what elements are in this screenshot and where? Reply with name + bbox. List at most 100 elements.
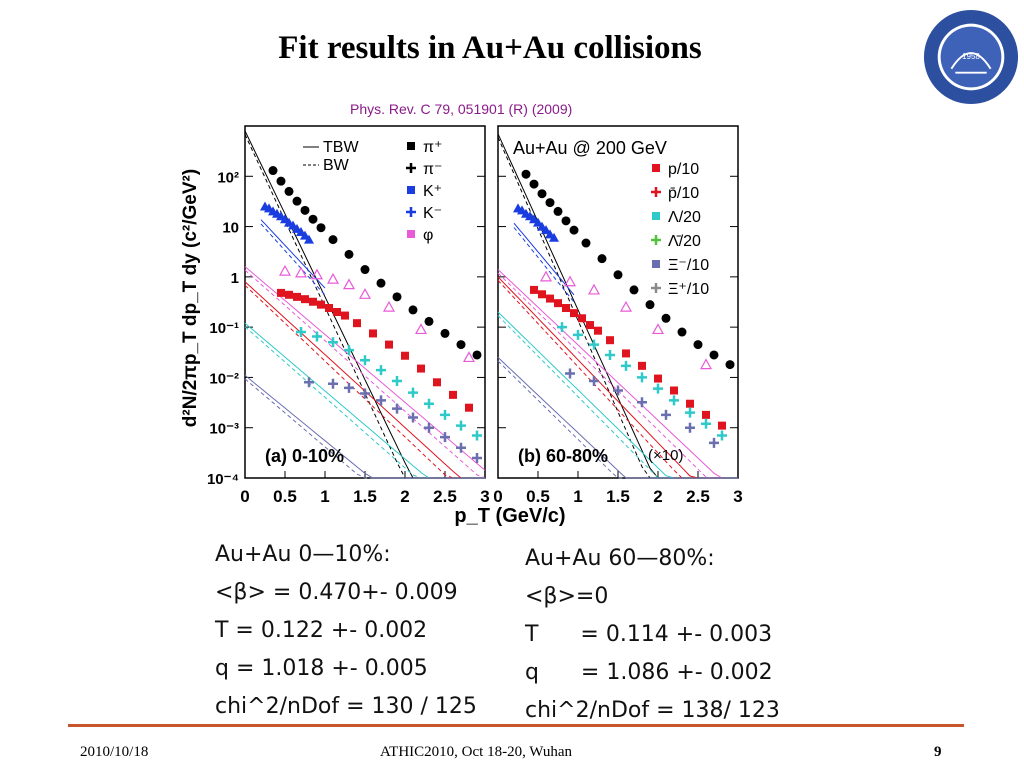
fit-curve-dashed [497, 280, 738, 479]
fit-curve-dashed [497, 360, 738, 479]
data-point-pi [537, 189, 547, 199]
data-point-p [538, 290, 546, 299]
data-point-pi [709, 350, 719, 360]
data-point-p [353, 319, 361, 328]
panel-frame [497, 125, 739, 479]
x-tick-label: 2.5 [433, 487, 457, 506]
legend-marker [652, 212, 660, 220]
legend-label: BW [323, 157, 350, 174]
panel-label: (b) 60-80% [518, 446, 608, 466]
data-point-lambda [653, 383, 663, 394]
fit-curve-dashed [244, 284, 485, 479]
data-point-lambda [296, 327, 306, 338]
data-point-p [702, 410, 710, 419]
data-point-pi [613, 270, 623, 280]
data-point-pi [629, 285, 639, 295]
data-point-lambda [424, 398, 434, 409]
data-point-xi [392, 403, 402, 414]
central-heading: Au+Au 0—10%: [215, 542, 391, 567]
x-tick-label: 3 [480, 487, 489, 506]
y-tick-label: 10² [217, 169, 239, 186]
data-point-p [325, 304, 333, 313]
data-point-p [293, 292, 301, 301]
data-point-p [670, 386, 678, 395]
x-tick-label: 3 [733, 487, 742, 506]
legend-marker [652, 260, 660, 268]
svg-text:d²N/2πp_T dp_T dy (c²/GeV²): d²N/2πp_T dp_T dy (c²/GeV²) [180, 169, 201, 427]
data-point-pi [561, 216, 571, 226]
data-point-p [449, 390, 457, 399]
fit-curve-dashed [244, 134, 485, 479]
fit-curve-dashed [244, 378, 485, 479]
data-point-p [570, 309, 578, 318]
y-tick-label: 10⁻² [209, 370, 239, 387]
data-point-pi [408, 305, 418, 315]
x-axis-label: p_T (GeV/c) [454, 505, 565, 527]
fit-curve-dashed [244, 269, 486, 479]
data-point-xi [440, 432, 450, 443]
data-point-p [562, 304, 570, 313]
data-point-phi [294, 266, 308, 278]
peripheral-temperature: T = 0.114 +- 0.003 [525, 622, 773, 647]
fit-curve-solid [260, 219, 326, 289]
data-point-p [606, 336, 614, 345]
legend-marker [407, 186, 415, 194]
x-tick-label: 0.5 [273, 487, 297, 506]
data-point-K [304, 234, 314, 244]
results-peripheral: Au+Au 60—80%: <β>=0 T = 0.114 +- 0.003 q… [525, 540, 780, 730]
peripheral-q: q = 1.086 +- 0.002 [525, 660, 773, 685]
data-point-p [638, 361, 646, 370]
x-tick-label: 2 [400, 487, 409, 506]
data-point-lambda [685, 407, 695, 418]
data-point-pi [344, 249, 354, 259]
x-tick-label: 0 [240, 487, 249, 506]
legend-marker [407, 230, 415, 238]
data-point-p [433, 378, 441, 387]
data-point-pi [300, 205, 310, 215]
data-point-phi [414, 323, 428, 335]
data-point-pi [284, 186, 294, 196]
data-point-p [277, 288, 285, 297]
data-point-pi [456, 340, 466, 350]
x-tick-label: 0.5 [526, 487, 550, 506]
data-point-xi [565, 368, 575, 379]
data-point-xi [376, 395, 386, 406]
data-point-xi [328, 378, 338, 389]
data-point-p [385, 340, 393, 349]
legend-marker [651, 283, 661, 293]
slide-title: Fit results in Au+Au collisions [278, 30, 702, 66]
data-point-pi [553, 206, 563, 216]
data-point-lambda [557, 322, 567, 333]
data-point-K [541, 225, 551, 235]
data-point-phi [651, 323, 665, 335]
legend-marker [406, 207, 416, 217]
data-point-p [718, 421, 726, 430]
reference-citation: Phys. Rev. C 79, 051901 (R) (2009) [350, 101, 573, 117]
data-point-p [401, 351, 409, 360]
data-point-p [285, 290, 293, 299]
legend-marker [651, 235, 661, 245]
panel-b: 0 0.5 1 1.5 2 2.5 3 (b) 60-80% (×10) Au+Au @ 200 … [493, 125, 743, 506]
panel-scale-note: (×10) [648, 447, 683, 464]
x-tick-label: 1.5 [606, 487, 630, 506]
y-axis-label: d²N/2πp_T dp_T dy (c²/GeV²) [180, 169, 201, 427]
data-point-pi [268, 166, 278, 176]
data-point-lambda [376, 365, 386, 376]
data-point-pi [292, 196, 302, 206]
data-point-pi [276, 176, 286, 186]
legend-label: Λ̄/20 [668, 233, 701, 250]
data-point-xi [456, 442, 466, 453]
data-point-xi [637, 397, 647, 408]
data-point-pi [569, 225, 579, 235]
y-tick-label: 10⁻¹ [209, 320, 239, 337]
data-point-p [686, 399, 694, 408]
data-point-xi [589, 375, 599, 386]
peripheral-heading: Au+Au 60—80%: [525, 546, 715, 571]
y-tick-label: 10 [222, 220, 239, 237]
data-point-p [309, 297, 317, 306]
data-point-xi [344, 382, 354, 393]
data-point-pi [645, 300, 655, 310]
data-point-lambda [669, 395, 679, 406]
data-point-lambda [573, 329, 583, 340]
data-point-xi [304, 377, 314, 388]
